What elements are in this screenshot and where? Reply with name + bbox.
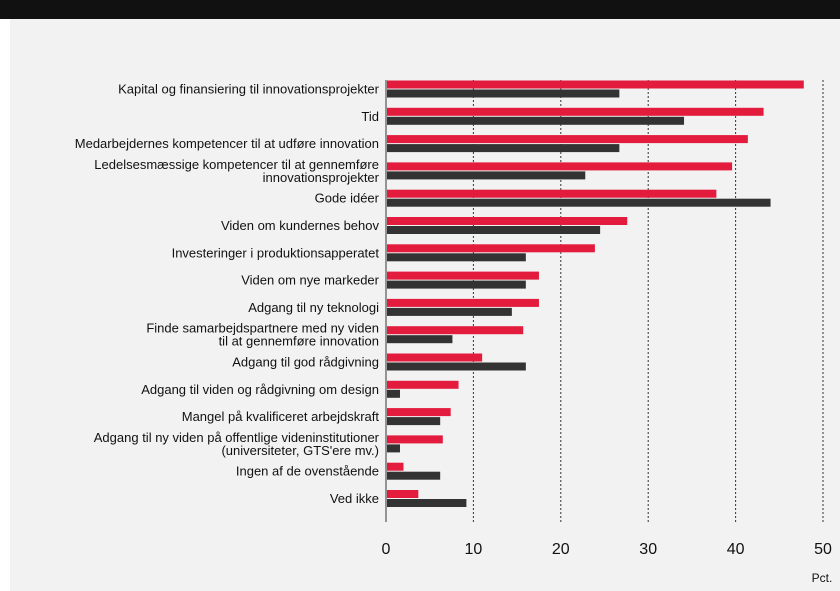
category-label: Kapital og finansiering til innovationsp…: [118, 82, 380, 97]
bar-red: [387, 271, 539, 280]
bar-red: [387, 244, 595, 253]
category-label: Ved ikke: [330, 491, 379, 506]
bar-red: [387, 435, 443, 444]
bar-dark: [387, 116, 685, 125]
bar-dark: [387, 444, 400, 453]
bar-red: [387, 490, 419, 498]
x-tick-labels: 0 10 20 30 40 50: [382, 541, 832, 558]
bar-red: [387, 408, 451, 417]
bar-dark: [387, 499, 467, 507]
category-label: Adgang til viden og rådgivning om design: [141, 382, 379, 397]
bar-dark: [387, 335, 453, 344]
bars: [387, 80, 804, 507]
x-tick-label: 10: [465, 541, 483, 558]
x-tick-label: 20: [552, 541, 570, 558]
bar-dark: [387, 362, 526, 371]
category-label: Tid: [361, 109, 379, 124]
bar-red: [387, 380, 459, 389]
bar-dark: [387, 280, 526, 289]
bar-red: [387, 326, 524, 335]
bar-red: [387, 353, 483, 362]
bar-dark: [387, 389, 400, 398]
category-label: Ingen af de ovenstående: [236, 464, 379, 479]
x-tick-label: 50: [814, 541, 832, 558]
bar-red: [387, 162, 733, 171]
bar-dark: [387, 471, 441, 480]
category-label: Finde samarbejdspartnere med ny viden til…: [146, 321, 379, 349]
category-label: Adgang til god rådgivning: [232, 355, 379, 370]
x-tick-label: 40: [727, 541, 745, 558]
category-label: Investeringer i produktionsapperatet: [172, 245, 380, 260]
x-tick-label: 0: [382, 541, 391, 558]
category-label: Viden om nye markeder: [241, 273, 379, 288]
category-label: Mangel på kvalificeret arbejdskraft: [182, 409, 380, 424]
bar-dark: [387, 417, 441, 426]
x-tick-label: 30: [639, 541, 657, 558]
bar-red: [387, 189, 717, 198]
category-label: Gode idéer: [315, 191, 380, 206]
category-label: Ledelsesmæssige kompetencer til at genne…: [94, 157, 379, 185]
category-label: Adgang til ny viden på offentlige videni…: [94, 430, 380, 458]
bar-red: [387, 298, 539, 307]
category-labels: Kapital og finansiering til innovationsp…: [75, 82, 380, 507]
bar-dark: [387, 226, 601, 234]
category-label: Medarbejdernes kompetencer til at udføre…: [75, 136, 379, 151]
bar-dark: [387, 171, 586, 180]
bar-dark: [387, 89, 620, 98]
category-label: Adgang til ny teknologi: [248, 300, 379, 315]
bar-dark: [387, 253, 526, 262]
category-label: Viden om kundernes behov: [221, 218, 380, 233]
bar-red: [387, 80, 804, 89]
x-unit-label: Pct.: [812, 571, 833, 585]
bar-dark: [387, 198, 771, 207]
bar-red: [387, 107, 764, 116]
bar-red: [387, 217, 628, 225]
bar-dark: [387, 144, 620, 153]
bar-dark: [387, 307, 512, 316]
bar-red: [387, 135, 748, 144]
top-band: [0, 0, 840, 19]
bar-red: [387, 462, 404, 471]
